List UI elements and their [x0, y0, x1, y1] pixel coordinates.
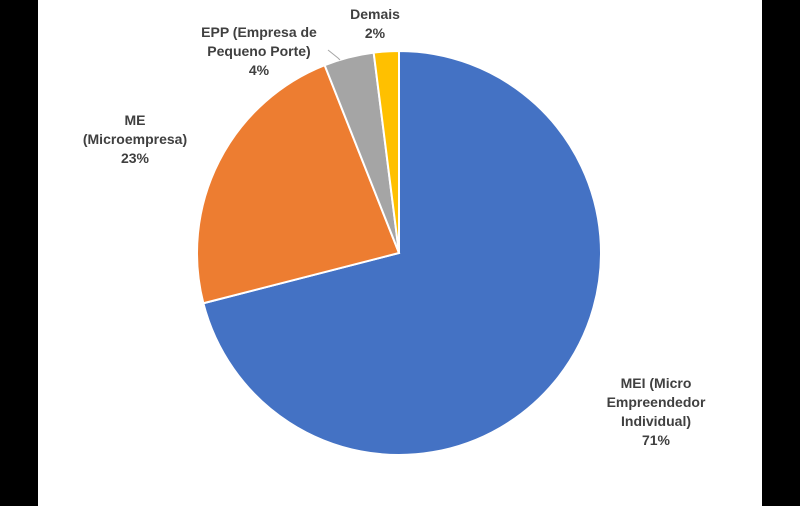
pie-chart: MEI (Micro Empreendedor Individual) 71% ME (M…	[83, 6, 706, 456]
pie-slice-me	[196, 63, 401, 305]
pie-slice-demais	[372, 49, 400, 254]
data-label-epp: EPP (Empresa de Pequeno Porte) 4%	[201, 24, 317, 78]
pie-slices	[196, 49, 602, 456]
pie-slice-mei	[202, 49, 602, 456]
data-label-me: ME (Microempresa) 23%	[83, 112, 187, 166]
data-label-mei: MEI (Micro Empreendedor Individual) 71%	[607, 375, 706, 448]
data-label-demais: Demais 2%	[350, 6, 400, 41]
leader-lines	[327, 49, 341, 61]
data-labels: MEI (Micro Empreendedor Individual) 71% ME (M…	[83, 6, 706, 448]
leader-line-epp	[327, 49, 341, 61]
chart-panel: MEI (Micro Empreendedor Individual) 71% ME (M…	[38, 0, 762, 506]
